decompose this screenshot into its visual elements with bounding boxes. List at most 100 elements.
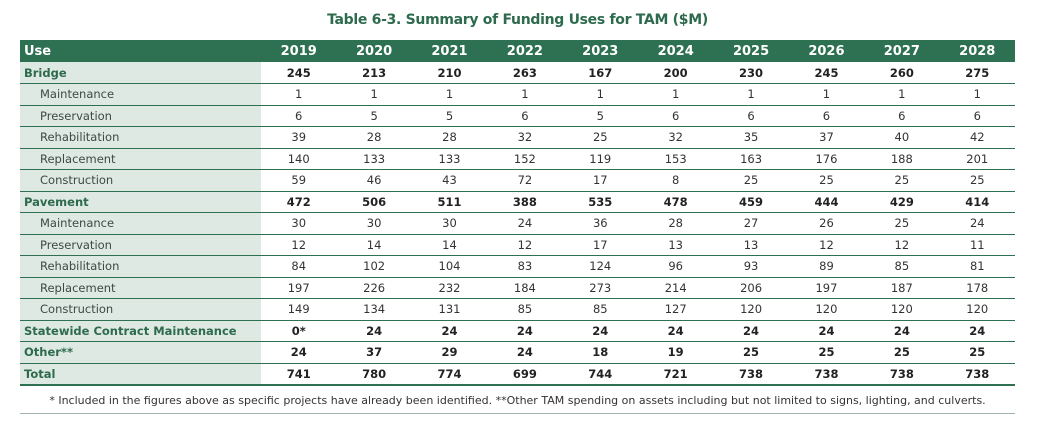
table-cell: 1 xyxy=(445,87,454,102)
table-cell: 152 xyxy=(513,151,536,166)
table-row: Construction 59 46 43 72 17 8 25 25 25 25 xyxy=(20,169,1015,191)
table-cell: 24 xyxy=(366,323,383,338)
table-cell: 24 xyxy=(893,323,910,338)
row-label: Construction xyxy=(20,298,262,320)
table-cell: 8 xyxy=(672,173,680,188)
column-header-year: 2026 xyxy=(808,43,845,59)
table-cell: 46 xyxy=(366,173,382,188)
table-cell: 178 xyxy=(966,280,989,295)
table-cell: 29 xyxy=(441,345,458,360)
table-cell: 24 xyxy=(969,216,985,231)
table-cell: 12 xyxy=(291,237,307,252)
table-cell: 6 xyxy=(672,108,680,123)
table-cell: 388 xyxy=(512,194,537,209)
table-cell: 188 xyxy=(890,151,913,166)
column-header-year: 2019 xyxy=(280,43,317,59)
table-cell: 153 xyxy=(664,151,687,166)
table-cell: 0* xyxy=(291,323,306,338)
table-cell: 13 xyxy=(668,237,683,252)
table-cell: 774 xyxy=(437,366,462,381)
table-cell: 5 xyxy=(370,108,378,123)
row-label: Construction xyxy=(20,169,262,191)
table-cell: 42 xyxy=(969,130,985,145)
table-row: Replacement 197 226 232 184 273 214 206 197 187 17… xyxy=(20,277,1015,299)
table-cell: 72 xyxy=(517,173,533,188)
table-cell: 134 xyxy=(363,302,386,317)
table-cell: 25 xyxy=(743,345,760,360)
table-cell: 149 xyxy=(287,302,310,317)
table-cell: 459 xyxy=(739,194,764,209)
table-cell: 81 xyxy=(969,259,985,274)
table-cell: 28 xyxy=(442,130,457,145)
funding-table-container: Table 6-3. Summary of Funding Uses for T… xyxy=(20,0,1015,414)
table-cell: 6 xyxy=(822,108,831,123)
column-header-year: 2022 xyxy=(506,43,543,59)
row-label: Replacement xyxy=(20,277,262,299)
table-cell: 36 xyxy=(592,216,608,231)
table-cell: 24 xyxy=(517,216,533,231)
table-cell: 201 xyxy=(966,151,989,166)
table-cell: 184 xyxy=(513,280,536,295)
table-cell: 35 xyxy=(743,130,759,145)
table-cell: 24 xyxy=(516,323,533,338)
table-cell: 37 xyxy=(819,130,834,145)
table-cell: 187 xyxy=(890,280,913,295)
table-cell: 12 xyxy=(894,237,910,252)
table-row: Replacement 140 133 133 152 119 153 163 176 188 20… xyxy=(20,148,1015,170)
column-header-year: 2027 xyxy=(883,43,920,59)
table-cell: 120 xyxy=(890,302,913,317)
table-row: Preservation 6 5 5 6 5 6 6 6 6 6 xyxy=(20,105,1015,127)
table-cell: 1 xyxy=(973,87,981,102)
table-cell: 89 xyxy=(819,259,834,274)
table-cell: 245 xyxy=(814,65,839,80)
table-cell: 40 xyxy=(894,130,910,145)
table-cell: 511 xyxy=(437,194,462,209)
table-cell: 230 xyxy=(739,65,764,80)
table-cell: 5 xyxy=(445,108,454,123)
table-cell: 213 xyxy=(362,65,387,80)
table-cell: 39 xyxy=(291,130,307,145)
table-cell: 11 xyxy=(969,237,985,252)
table-cell: 102 xyxy=(363,259,386,274)
table-cell: 131 xyxy=(438,302,461,317)
table-cell: 17 xyxy=(592,237,608,252)
table-cell: 18 xyxy=(592,345,609,360)
table-row: Statewide Contract Maintenance 0* 24 24 24 24… xyxy=(20,320,1015,342)
table-row: Preservation 12 14 14 12 17 13 13 12 12 11 xyxy=(20,234,1015,256)
table-cell: 738 xyxy=(965,366,990,381)
table-row: Pavement 472 506 511 388 535 478 459 444 429 414 xyxy=(20,191,1015,213)
table-cell: 25 xyxy=(743,173,759,188)
table-cell: 28 xyxy=(366,130,382,145)
column-header-use: Use xyxy=(24,43,52,59)
table-cell: 6 xyxy=(898,108,906,123)
table-cell: 84 xyxy=(291,259,307,274)
table-cell: 24 xyxy=(667,323,684,338)
table-cell: 24 xyxy=(441,323,458,338)
table-cell: 24 xyxy=(592,323,609,338)
table-row: Bridge 245 213 210 263 167 200 230 245 260 275 xyxy=(20,62,1015,84)
table-cell: 120 xyxy=(815,302,838,317)
table-header: Use 2019 2020 2021 2022 2023 2024 2025 2… xyxy=(20,40,1015,62)
table-cell: 472 xyxy=(286,194,311,209)
table-cell: 12 xyxy=(517,237,533,252)
row-label: Rehabilitation xyxy=(20,126,262,148)
table-cell: 24 xyxy=(516,345,533,360)
table-cell: 6 xyxy=(295,108,303,123)
table-cell: 699 xyxy=(512,366,537,381)
table-cell: 5 xyxy=(596,108,604,123)
header-row: Use 2019 2020 2021 2022 2023 2024 2025 2… xyxy=(20,40,1015,62)
table-cell: 85 xyxy=(894,259,910,274)
row-label: Pavement xyxy=(20,191,262,213)
table-cell: 260 xyxy=(889,65,914,80)
table-cell: 738 xyxy=(814,366,839,381)
table-cell: 85 xyxy=(592,302,608,317)
row-label: Other** xyxy=(20,341,262,363)
table-cell: 275 xyxy=(965,65,990,80)
table-cell: 200 xyxy=(663,65,688,80)
column-header-year: 2020 xyxy=(356,43,393,59)
column-header-year: 2028 xyxy=(959,43,996,59)
table-title: Table 6-3. Summary of Funding Uses for T… xyxy=(327,12,708,28)
table-cell: 27 xyxy=(743,216,759,231)
table-cell: 133 xyxy=(438,151,461,166)
table-cell: 133 xyxy=(363,151,386,166)
